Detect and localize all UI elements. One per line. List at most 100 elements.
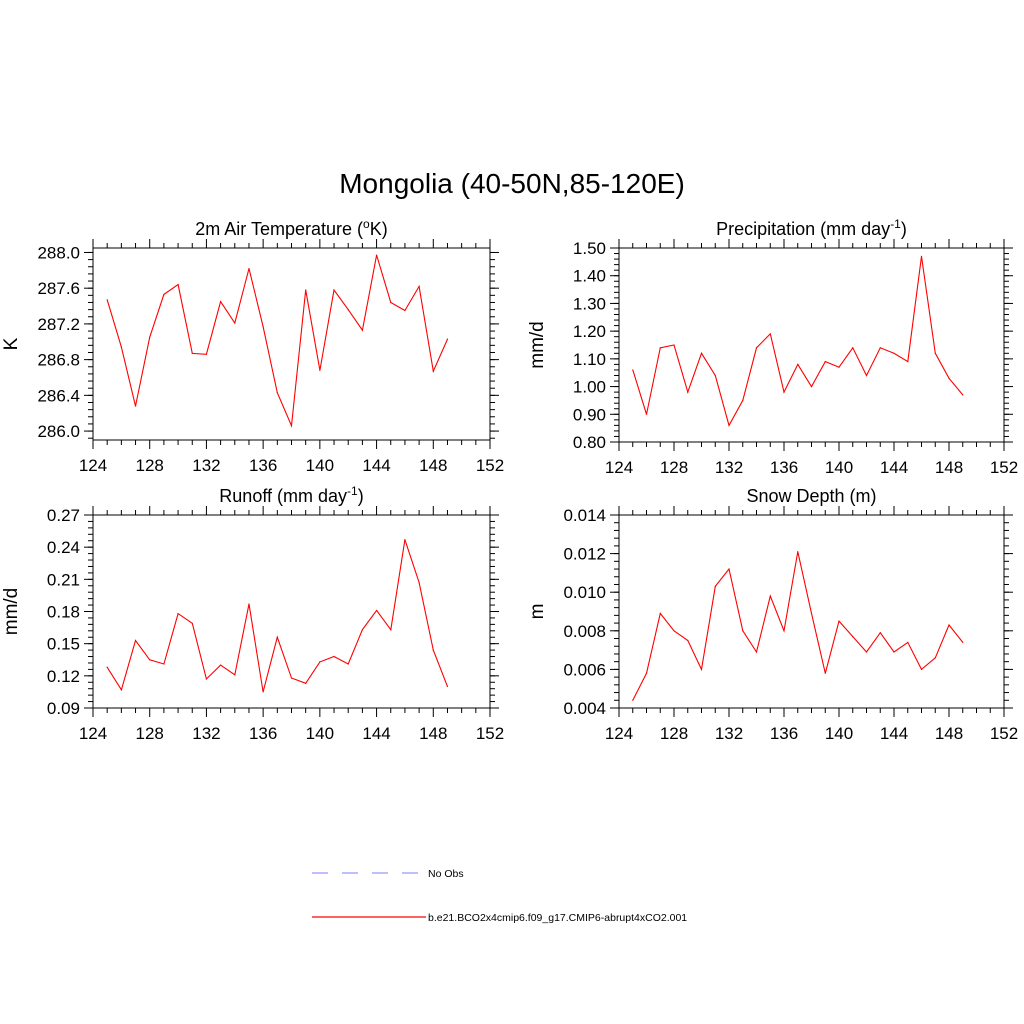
y-tick-label: 0.90 [573,405,606,424]
y-axis-label: mm/d [527,321,548,369]
legend-model-label: b.e21.BCO2x4cmip6.f09_g17.CMIP6-abrupt4x… [428,912,687,924]
data-point [769,333,771,335]
data-point [134,639,137,642]
data-point [220,300,222,303]
y-tick-label: 0.12 [47,667,80,686]
data-point [797,551,799,553]
data-point [687,391,689,393]
plot-frame [92,247,491,441]
panel-title-text: Precipitation (mm day [716,219,890,239]
y-tick-label: 286.0 [37,422,80,441]
data-point [106,666,108,668]
data-point [319,369,321,371]
y-tick-label: 287.6 [37,279,80,298]
data-point [948,624,950,626]
y-tick-label: 0.27 [47,506,80,525]
panel-1: 2m Air Temperature (oK) K 124 128 132 136 140 1… [1,217,504,475]
data-point [810,385,813,388]
data-point [659,347,661,349]
legend: No Obs b.e21.BCO2x4cmip6.f09_g17.CMIP6-a… [312,868,687,924]
data-point [728,568,730,570]
data-point [769,595,771,597]
x-tick-label: 152 [990,458,1018,477]
data-point [290,425,293,427]
data-point [962,641,964,643]
x-tick-label: 136 [249,724,277,743]
x-tick-label: 144 [362,456,390,475]
data-point [934,352,936,354]
data-point [390,629,392,631]
data-point [838,366,840,368]
x-tick-label: 136 [770,458,798,477]
panel-title-text: 2m Air Temperature ( [195,219,363,239]
series-line [106,539,449,693]
x-tick-label: 148 [935,724,963,743]
data-point [645,672,648,674]
x-tick-label: 144 [362,724,390,743]
data-point [220,664,222,666]
x-tick-label: 140 [825,458,853,477]
x-tick-label: 152 [476,724,504,743]
data-point [879,632,881,634]
data-point [838,620,840,622]
data-point [163,293,165,296]
series-line [632,256,964,427]
panel-2: Precipitation (mm day-1) mm/d 124 128 132 136… [527,217,1018,477]
data-point [755,347,758,349]
data-point [783,630,785,632]
y-tick-label: 287.2 [37,315,80,334]
y-tick-label: 1.10 [573,350,606,369]
data-point [659,612,661,615]
data-point [205,353,208,355]
data-point [404,309,406,312]
panel-title-superscript: o [363,217,370,231]
x-tick-label: 124 [79,456,107,475]
plot-frame [92,514,491,709]
panel-title-suffix: ) [358,486,364,506]
y-tick-label: 1.30 [573,294,606,313]
data-point [865,374,868,377]
figure-title: Mongolia (40-50N,85-120E) [339,168,685,199]
data-point [700,668,703,671]
data-point [390,301,392,304]
data-point [893,651,895,653]
y-tick-label: 0.24 [47,538,80,557]
data-point [248,267,250,270]
plot-frame [618,247,1005,443]
x-tick-label: 128 [136,456,164,475]
data-point [333,655,335,658]
data-point [319,661,321,663]
x-tick-label: 128 [136,724,164,743]
data-point [333,289,335,291]
x-tick-label: 124 [605,724,633,743]
panel-title: Snow Depth (m) [746,486,876,506]
legend-no-obs-label: No Obs [428,868,464,880]
data-point [893,352,895,354]
y-tick-label: 0.012 [563,545,606,564]
x-tick-label: 148 [935,458,963,477]
data-point [920,668,923,671]
data-point [305,682,307,684]
y-tick-label: 1.20 [573,322,606,341]
data-point [205,678,208,680]
data-point [234,322,236,324]
y-tick-label: 0.80 [573,433,606,452]
data-point [375,254,378,256]
y-tick-label: 0.006 [563,660,606,679]
data-point [191,352,193,354]
x-tick-label: 132 [192,456,220,475]
data-point [177,613,179,615]
y-tick-label: 0.15 [47,635,80,654]
data-point [673,344,675,346]
x-tick-label: 148 [419,456,447,475]
panel-3: Runoff (mm day-1) mm/d 124 128 132 136 140 144 1… [1,484,504,743]
data-point [191,622,193,624]
data-point [163,663,165,665]
data-point [934,657,936,659]
x-tick-label: 148 [419,724,447,743]
data-point [879,347,881,349]
x-tick-label: 128 [660,458,688,477]
panel-title-text: Snow Depth (m) [746,486,876,506]
data-point [797,363,799,365]
